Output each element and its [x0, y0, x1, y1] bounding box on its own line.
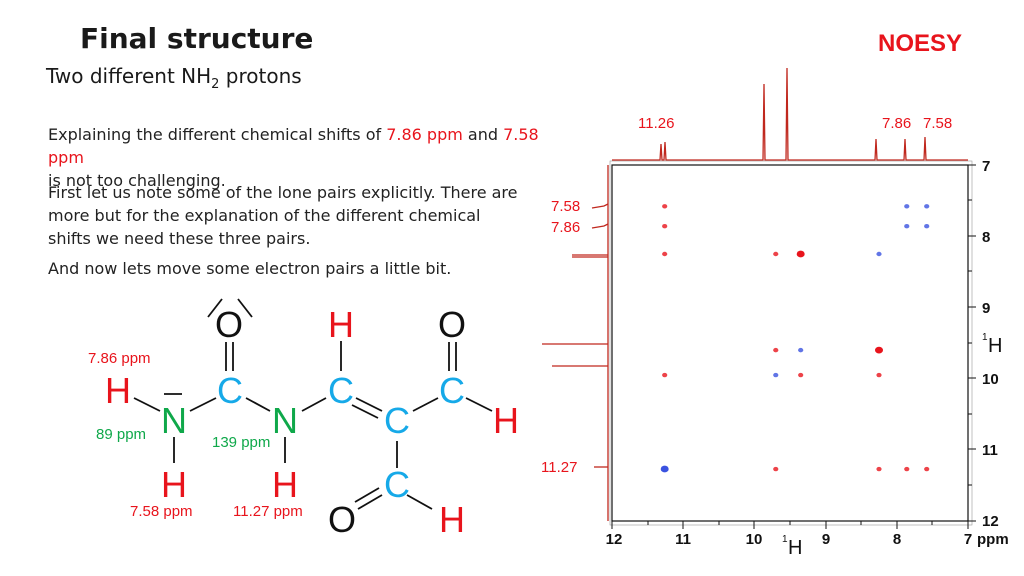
x-axis-unit: ppm [977, 531, 1009, 548]
top-label-1126: 11.26 [638, 115, 674, 132]
slide-title: Final structure [80, 22, 314, 55]
cross-peak-8 [904, 224, 910, 229]
cross-peak-2 [662, 251, 668, 257]
atom-o-aldehyde-1: O [438, 304, 466, 345]
label-n-89: 89 ppm [96, 426, 146, 443]
left-label-786: 7.86 [551, 219, 580, 236]
atom-c-aldehyde-2: C [384, 464, 410, 505]
cross-peak-5 [876, 251, 882, 257]
y-nucleus-mass: 1 [982, 332, 988, 343]
cross-peak-0 [662, 204, 668, 209]
atom-n-nh2: N [161, 400, 187, 441]
subtitle-text: Two different NH [46, 64, 212, 88]
atom-h-vinyl: H [328, 304, 354, 345]
cross-peak-14 [773, 372, 779, 378]
x-tick-10: 10 [746, 531, 763, 548]
cross-peak-11 [798, 347, 804, 353]
cross-peak-20 [904, 466, 910, 472]
p1-text-e: is not too challenging. [48, 171, 226, 190]
atom-c-amide: C [217, 370, 243, 411]
atom-h-nh2-b: H [161, 464, 187, 505]
subtitle-subscript: 2 [211, 77, 220, 92]
molecule-structure: O H O H C C C N N C H H H C O H 7.86 ppm… [88, 298, 519, 540]
x-tick-9: 9 [822, 531, 830, 548]
atom-h-nh2-a: H [105, 370, 131, 411]
p1-highlight-758: 7.58 ppm [48, 125, 539, 167]
y-tick-12: 12 [982, 513, 999, 530]
y-tick-7: 7 [982, 158, 990, 175]
left-label-1127: 11.27 [541, 459, 577, 476]
p1-text-a: Explaining the different chemical shifts… [48, 125, 387, 144]
x-tick-labels: 12 11 10 9 8 7 [606, 531, 973, 548]
atom-o-aldehyde-2: O [328, 499, 356, 540]
cross-peak-16 [876, 372, 882, 378]
cross-peaks [660, 204, 930, 473]
noesy-badge: NOESY [878, 30, 963, 57]
top-label-758: 7.58 [923, 115, 952, 132]
molecule-atoms: O H O H C C C N N C H H H C O H [105, 304, 519, 540]
spectrum-frame [611, 164, 969, 522]
cross-peak-7 [924, 204, 930, 209]
subtitle-text-end: protons [219, 64, 302, 88]
label-h-786: 7.86 ppm [88, 350, 151, 367]
atom-h-nh: H [272, 464, 298, 505]
cross-peak-1 [662, 224, 668, 229]
y-tick-labels: 7 8 9 10 11 12 [982, 158, 999, 530]
y-nucleus-label: H [988, 335, 1002, 357]
left-label-758: 7.58 [551, 198, 580, 215]
y-tick-8: 8 [982, 229, 990, 246]
x-tick-11: 11 [675, 531, 691, 548]
atom-c-aldehyde-1: C [439, 370, 465, 411]
cross-peak-12 [875, 346, 883, 354]
x-nucleus-label: H [788, 537, 802, 559]
cross-peak-13 [662, 372, 668, 378]
p1-highlight-786: 7.86 ppm [386, 125, 463, 144]
paragraph-3: And now lets move some electron pairs a … [48, 259, 452, 278]
top-projection [612, 67, 968, 161]
cross-peak-19 [876, 466, 882, 472]
cross-peak-6 [904, 204, 910, 209]
x-nucleus-mass: 1 [782, 534, 788, 545]
x-tick-7: 7 [964, 531, 972, 548]
atom-c-vinyl: C [328, 370, 354, 411]
label-h-1127: 11.27 ppm [233, 503, 303, 520]
y-tick-10: 10 [982, 371, 999, 388]
atom-c-center: C [384, 400, 410, 441]
x-tick-12: 12 [606, 531, 623, 548]
cross-peak-21 [924, 466, 930, 472]
cross-peak-9 [924, 224, 930, 229]
cross-peak-10 [773, 347, 779, 353]
x-axis-ticks [611, 521, 969, 529]
x-tick-8: 8 [893, 531, 901, 548]
left-projection [542, 165, 609, 521]
y-axis-ticks [968, 164, 976, 522]
cross-peak-3 [773, 251, 779, 257]
y-tick-9: 9 [982, 300, 990, 317]
molecule-bonds [133, 298, 493, 510]
y-tick-11: 11 [982, 442, 998, 459]
paragraph-2: First let us note some of the lone pairs… [48, 183, 518, 248]
top-label-786: 7.86 [882, 115, 911, 132]
cross-peak-4 [796, 250, 805, 258]
slide-subtitle: Two different NH2 protons [46, 64, 302, 92]
cross-peak-18 [773, 466, 779, 472]
peak-labels: 11.26 7.86 7.58 7.58 7.86 11.27 [541, 115, 952, 476]
cross-peak-15 [798, 372, 804, 378]
atom-o-amide: O [215, 304, 243, 345]
cross-peak-17 [660, 465, 669, 473]
label-n-139: 139 ppm [212, 434, 270, 451]
atom-h-aldehyde-1: H [493, 400, 519, 441]
atom-n-nh: N [272, 400, 298, 441]
label-h-758: 7.58 ppm [130, 503, 193, 520]
p1-text-c: and [462, 125, 504, 144]
molecule-shift-labels: 7.86 ppm 89 ppm 139 ppm 7.58 ppm 11.27 p… [88, 350, 303, 520]
paragraph-1: Explaining the different chemical shifts… [48, 123, 568, 192]
noesy-spectrum: 7 8 9 10 11 12 12 11 10 9 8 7 ppm 1 H 1 … [541, 67, 1009, 559]
atom-h-aldehyde-2: H [439, 499, 465, 540]
